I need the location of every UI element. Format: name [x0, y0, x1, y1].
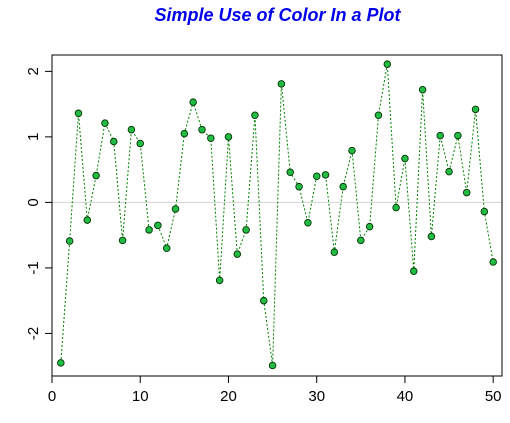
data-point: [304, 218, 312, 227]
data-point: [92, 171, 100, 180]
data-point: [357, 236, 365, 245]
data-point: [471, 105, 480, 114]
data-point: [383, 60, 392, 68]
data-point: [74, 109, 83, 118]
data-point: [277, 80, 286, 88]
data-point: [410, 267, 418, 275]
y-axis: -2 -1 0 1 2: [25, 67, 53, 340]
data-point: [418, 85, 427, 94]
data-point: [260, 296, 268, 305]
x-tick-label: 50: [485, 388, 502, 405]
data-point: [436, 131, 444, 140]
data-point: [101, 119, 109, 127]
data-point: [339, 182, 347, 191]
data-point: [189, 98, 197, 106]
data-point: [427, 232, 436, 241]
data-point: [136, 139, 144, 148]
data-point: [233, 250, 242, 258]
data-point: [110, 137, 118, 146]
x-tick-label: 30: [308, 388, 325, 405]
data-point: [154, 221, 162, 230]
data-point: [215, 276, 224, 285]
data-point: [330, 248, 339, 256]
y-tick-label: 1: [25, 133, 42, 141]
x-tick-label: 0: [48, 388, 56, 405]
data-point: [365, 222, 374, 231]
data-point: [198, 125, 206, 134]
series-line: [60, 64, 494, 366]
y-tick-label: 0: [25, 198, 42, 206]
data-point: [224, 133, 233, 141]
data-point: [348, 146, 356, 155]
data-point: [145, 226, 153, 234]
data-point: [480, 207, 489, 216]
data-point: [489, 258, 497, 266]
data-point: [127, 125, 136, 134]
x-tick-label: 20: [220, 388, 237, 405]
data-point: [118, 236, 127, 245]
data-point: [321, 171, 330, 179]
x-axis: 0 10 20 30 40 50: [48, 375, 502, 405]
data-point: [312, 172, 321, 180]
data-point: [462, 188, 471, 197]
x-tick-label: 40: [397, 388, 414, 405]
data-point: [171, 205, 180, 213]
data-point: [268, 361, 277, 370]
data-point: [251, 111, 259, 120]
data-point: [374, 111, 383, 120]
data-point: [295, 182, 303, 191]
data-point: [57, 359, 65, 367]
data-point: [286, 168, 294, 177]
data-point: [180, 129, 189, 138]
data-point: [65, 237, 74, 245]
data-point: [392, 203, 400, 212]
data-point: [445, 167, 453, 176]
data-point: [242, 226, 250, 234]
x-tick-label: 10: [132, 388, 149, 405]
data-point: [207, 134, 215, 142]
data-point: [83, 216, 92, 224]
y-tick-label: -2: [25, 327, 42, 340]
data-point: [401, 154, 409, 163]
data-points: [57, 60, 497, 370]
data-point: [162, 244, 171, 253]
data-point: [454, 131, 462, 140]
chart-title: Simple Use of Color In a Plot: [154, 5, 401, 25]
y-tick-label: 2: [25, 67, 42, 75]
y-tick-label: -1: [25, 261, 42, 274]
